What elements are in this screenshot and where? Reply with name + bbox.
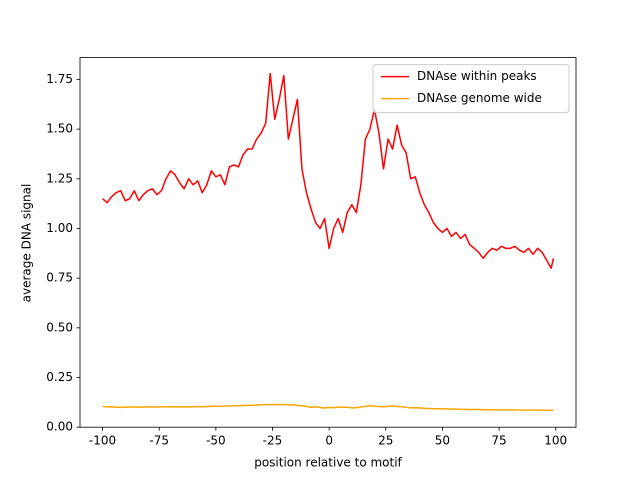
y-tick-label: 1.75 (46, 72, 73, 86)
x-tick-label: 0 (325, 434, 333, 448)
y-tick-label: 1.50 (46, 122, 73, 136)
y-tick-label: 0.00 (46, 420, 73, 434)
x-axis-label: position relative to motif (254, 456, 402, 470)
x-tick-label: 100 (544, 434, 567, 448)
y-tick-label: 0.50 (46, 320, 73, 334)
legend-label: DNAse genome wide (417, 91, 542, 105)
y-tick-label: 1.00 (46, 221, 73, 235)
x-tick-label: -100 (89, 434, 116, 448)
x-tick-label: 50 (435, 434, 450, 448)
x-tick-label: -50 (206, 434, 226, 448)
legend-label: DNAse within peaks (417, 69, 537, 83)
x-tick-label: 25 (378, 434, 393, 448)
axes-frame (79, 57, 577, 428)
y-axis-label: average DNA signal (20, 184, 34, 303)
x-tick-label: 75 (491, 434, 506, 448)
y-tick-label: 0.25 (46, 370, 73, 384)
y-tick-label: 0.75 (46, 271, 73, 285)
line-series (102, 403, 554, 412)
line-series (102, 72, 555, 269)
x-tick-label: -25 (263, 434, 283, 448)
y-tick-label: 1.25 (46, 171, 73, 185)
legend-box (372, 64, 570, 114)
x-tick-label: -75 (149, 434, 169, 448)
